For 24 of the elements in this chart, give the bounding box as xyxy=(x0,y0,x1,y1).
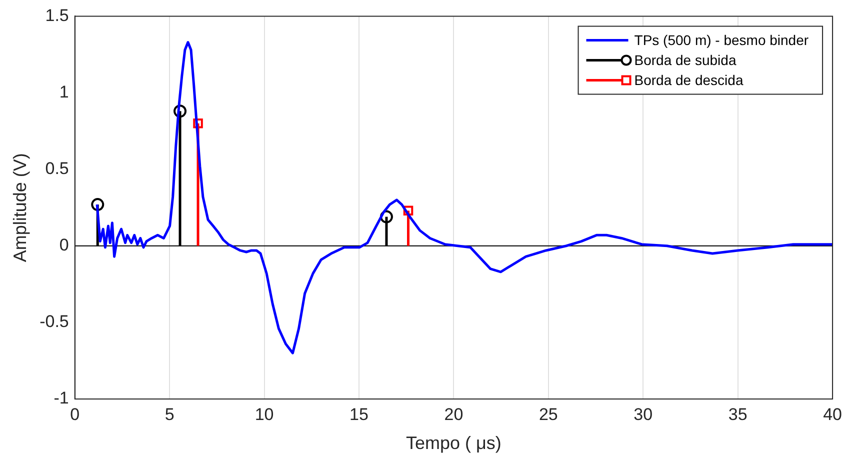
y-axis-title: Amplitude (V) xyxy=(10,153,30,262)
legend-label: Borda de descida xyxy=(634,72,744,88)
y-tick-label: -0.5 xyxy=(40,312,69,332)
x-tick-label: 5 xyxy=(164,404,174,424)
x-tick-label: 35 xyxy=(728,404,748,424)
y-tick-label: 1.5 xyxy=(45,6,69,25)
x-axis-title: Tempo ( μs) xyxy=(406,433,502,454)
x-tick-label: 40 xyxy=(823,404,842,424)
point xyxy=(174,104,187,118)
x-tick-label: 30 xyxy=(634,404,653,424)
point xyxy=(193,118,203,128)
y-tick-label: 0.5 xyxy=(45,159,69,178)
y-tick-label: 0 xyxy=(59,236,69,255)
y-tick-label: -1 xyxy=(54,388,69,408)
y-tick-label: 1 xyxy=(59,82,69,102)
x-tick-label: 20 xyxy=(444,404,464,424)
x-tick-label: 15 xyxy=(350,404,368,424)
x-tick-label: 10 xyxy=(254,404,274,424)
point xyxy=(91,198,104,212)
point xyxy=(403,206,414,216)
point xyxy=(380,210,393,224)
legend-label: TPs (500 m) - besmo binder xyxy=(634,32,809,48)
legend-label: Borda de subida xyxy=(634,52,736,68)
x-tick-label: 25 xyxy=(538,404,558,424)
